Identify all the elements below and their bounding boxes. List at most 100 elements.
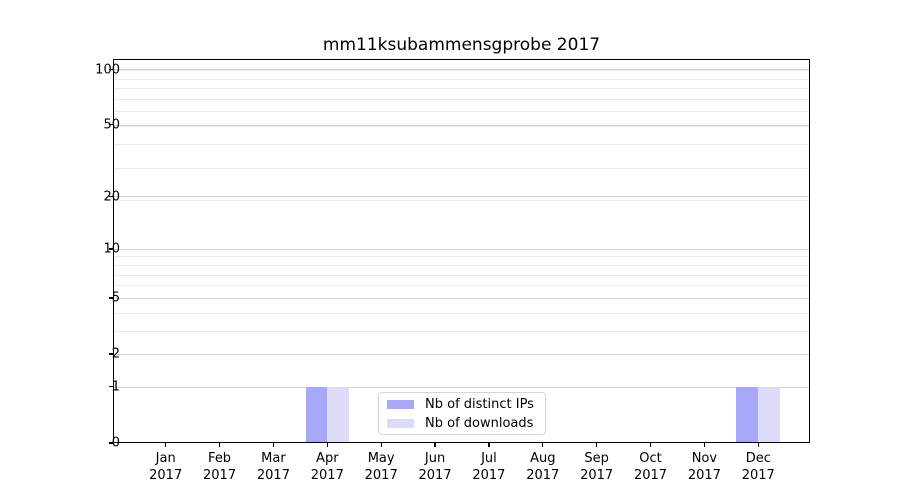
x-tick-label: Sep 2017 <box>567 451 627 484</box>
bar-nb-of-downloads <box>327 386 349 442</box>
year-label: 2017 <box>580 467 614 483</box>
legend-label: Nb of distinct IPs <box>425 396 534 412</box>
x-tick-label: Feb 2017 <box>190 451 250 484</box>
x-tick-mark <box>272 443 275 447</box>
minor-gridline <box>114 264 809 266</box>
month-label: Jan <box>155 451 176 466</box>
y-tick-label: 10 <box>103 241 120 257</box>
minor-gridline <box>114 88 809 90</box>
month-label: Oct <box>639 451 662 466</box>
year-label: 2017 <box>472 467 506 483</box>
x-tick-label: Apr 2017 <box>297 451 357 484</box>
minor-gridline <box>114 256 809 258</box>
month-label: Apr <box>316 451 339 466</box>
x-tick-mark <box>542 443 544 447</box>
y-tick-mark <box>109 196 113 198</box>
x-tick-mark <box>434 443 436 447</box>
x-tick-label: Dec 2017 <box>728 451 788 484</box>
x-tick-mark <box>165 443 167 447</box>
y-tick-label: 0 <box>111 435 120 451</box>
minor-gridline <box>114 200 809 202</box>
bar-nb-of-distinct-ips <box>305 386 328 442</box>
y-tick-mark <box>109 353 113 355</box>
year-label: 2017 <box>418 467 452 483</box>
minor-gridline <box>114 274 809 276</box>
plot-area <box>113 59 810 443</box>
y-tick-label: 50 <box>103 117 120 133</box>
x-tick-mark <box>326 443 328 447</box>
month-label: Sep <box>584 451 609 466</box>
month-label: Nov <box>691 451 718 466</box>
x-tick-label: Jul 2017 <box>459 451 519 484</box>
x-tick-mark <box>488 443 490 447</box>
y-tick-mark <box>109 386 113 388</box>
y-tick-mark <box>109 248 113 250</box>
year-label: 2017 <box>310 467 344 483</box>
month-label: Aug <box>530 451 556 466</box>
minor-gridline <box>114 78 809 80</box>
major-gridline <box>114 69 809 71</box>
legend-row: Nb of distinct IPs <box>387 397 535 412</box>
year-label: 2017 <box>256 467 290 483</box>
major-gridline <box>114 196 809 198</box>
x-tick-label: Mar 2017 <box>243 451 303 484</box>
year-label: 2017 <box>633 467 668 483</box>
minor-gridline <box>114 285 809 287</box>
legend-row: Nb of downloads <box>387 416 535 431</box>
x-tick-label: Jan 2017 <box>136 451 196 484</box>
month-label: Jul <box>481 451 497 466</box>
minor-gridline <box>114 126 809 128</box>
bar-nb-of-distinct-ips <box>736 386 759 442</box>
minor-gridline <box>114 144 809 146</box>
year-label: 2017 <box>687 467 721 483</box>
x-tick-label: Jun 2017 <box>405 451 465 484</box>
year-label: 2017 <box>364 467 398 483</box>
x-tick-label: May 2017 <box>351 451 411 484</box>
month-label: Mar <box>261 451 286 466</box>
x-tick-label: Nov 2017 <box>674 451 734 484</box>
major-gridline <box>114 353 809 355</box>
year-label: 2017 <box>149 467 183 483</box>
month-label: Dec <box>745 451 771 466</box>
y-tick-mark <box>109 68 113 71</box>
month-label: Feb <box>208 451 232 466</box>
y-tick-label: 2 <box>111 346 120 362</box>
y-tick-label: 20 <box>103 189 120 205</box>
minor-gridline <box>114 312 809 314</box>
minor-gridline <box>114 111 809 113</box>
year-label: 2017 <box>526 467 560 483</box>
legend-swatch <box>387 418 414 428</box>
x-tick-label: Oct 2017 <box>621 451 681 484</box>
legend: Nb of distinct IPs Nb of downloads <box>378 392 546 435</box>
chart-title: mm11ksubammensgprobe 2017 <box>322 35 601 55</box>
x-tick-mark <box>380 443 382 447</box>
x-tick-label: Aug 2017 <box>513 451 573 484</box>
month-label: May <box>367 451 395 466</box>
y-tick-label: 1 <box>111 379 120 395</box>
major-gridline <box>114 248 809 250</box>
minor-gridline <box>114 98 809 100</box>
minor-gridline <box>114 330 809 332</box>
x-tick-mark <box>703 443 705 447</box>
legend-swatch <box>387 399 414 409</box>
x-tick-mark <box>218 443 221 447</box>
major-gridline <box>114 386 809 388</box>
x-tick-mark <box>649 443 652 447</box>
y-tick-mark <box>109 442 113 444</box>
minor-gridline <box>114 167 809 169</box>
x-tick-mark <box>596 443 598 447</box>
year-label: 2017 <box>741 467 775 483</box>
minor-gridline <box>114 70 809 72</box>
y-tick-label: 100 <box>95 62 120 77</box>
major-gridline <box>114 124 809 126</box>
month-label: Jun <box>424 451 446 466</box>
y-tick-label: 5 <box>111 290 120 306</box>
x-tick-mark <box>757 443 759 447</box>
year-label: 2017 <box>203 467 237 483</box>
legend-label: Nb of downloads <box>425 415 534 431</box>
major-gridline <box>114 297 809 299</box>
bar-nb-of-downloads <box>758 386 780 442</box>
y-tick-mark <box>109 124 113 126</box>
y-tick-mark <box>109 297 113 299</box>
